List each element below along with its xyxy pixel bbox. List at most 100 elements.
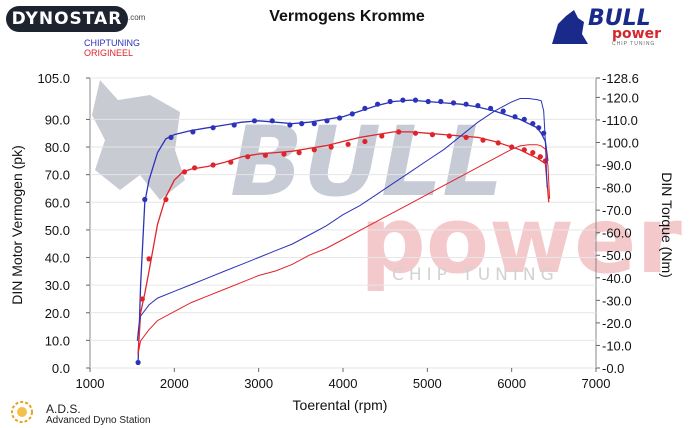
- point-chiptuning-power: [311, 121, 317, 127]
- point-origineel-power: [262, 152, 268, 158]
- y-tick-label: 30.0: [45, 278, 70, 293]
- series-layer: [135, 97, 551, 366]
- point-chiptuning-power: [530, 121, 536, 127]
- point-chiptuning-power: [488, 105, 494, 111]
- point-chiptuning-power: [190, 129, 196, 135]
- y-axis-right: -0.0 -10.0 -20.0 -30.0 -40.0 -50.0 -60.0 -70.0 -…: [596, 71, 639, 376]
- y-tick-label: 80.0: [45, 140, 70, 155]
- y-axis-left: 0.0 10.0 20.0 30.0 40.0 50.0 60.0 70.0 80.0 90.0 1…: [37, 71, 90, 376]
- legend: CHIPTUNING ORIGINEEL: [84, 38, 140, 58]
- point-origineel-power: [446, 133, 452, 139]
- point-origineel-power: [146, 256, 152, 262]
- watermark-bull: BULL: [230, 106, 503, 218]
- point-origineel-power: [163, 196, 169, 203]
- point-origineel-power: [210, 162, 216, 168]
- point-chiptuning-power: [400, 97, 406, 103]
- y2-tick-label: -110.0: [602, 113, 638, 128]
- watermark-power: power: [360, 187, 682, 294]
- point-origineel-power: [296, 150, 302, 156]
- ads-title: A.D.S.: [46, 402, 81, 416]
- x-tick-label: 4000: [329, 376, 358, 391]
- point-origineel-power: [495, 140, 501, 146]
- point-origineel-power: [328, 144, 334, 150]
- point-chiptuning-power: [349, 111, 355, 117]
- y-tick-label: 50.0: [45, 223, 70, 238]
- y-axis-title: DIN Motor Vermogen (pk): [9, 145, 25, 305]
- legend-origineel: ORIGINEEL: [84, 48, 134, 58]
- point-chiptuning-power: [135, 359, 141, 366]
- y2-tick-label: -80.0: [602, 181, 632, 196]
- y-tick-label: 70.0: [45, 168, 70, 183]
- chart-title: Vermogens Kromme: [269, 8, 425, 25]
- point-origineel-power: [345, 141, 351, 147]
- y-tick-label: 10.0: [45, 333, 70, 348]
- y-tick-label: 0.0: [52, 361, 70, 376]
- y-tick-label: 105.0: [37, 71, 70, 86]
- point-origineel-power: [245, 154, 251, 160]
- point-chiptuning-power: [142, 196, 148, 203]
- y2-tick-label: -50.0: [602, 248, 632, 263]
- y-tick-label: 60.0: [45, 195, 70, 210]
- point-chiptuning-power: [168, 134, 174, 140]
- point-origineel-power: [521, 147, 527, 153]
- point-chiptuning-power: [412, 97, 419, 103]
- point-chiptuning-power: [500, 108, 506, 114]
- watermark-bull-icon: [92, 80, 185, 200]
- y2-tick-label: -60.0: [602, 226, 632, 241]
- x-tick-label: 7000: [582, 376, 611, 391]
- x-tick-label: 5000: [413, 376, 442, 391]
- point-origineel-power: [228, 159, 234, 165]
- y2-axis-title: DIN Torque (Nm): [659, 172, 675, 278]
- watermark-chip: CHIP TUNING: [392, 265, 559, 285]
- x-tick-label: 6000: [497, 376, 526, 391]
- y-tick-label: 90.0: [45, 112, 70, 127]
- point-origineel-power: [181, 169, 188, 175]
- point-origineel-power: [537, 154, 543, 160]
- y2-tick-label: -30.0: [602, 293, 632, 308]
- point-origineel-power: [530, 150, 536, 156]
- point-origineel-power: [139, 296, 145, 302]
- x-tick-label: 3000: [244, 376, 273, 391]
- y2-tick-label: -70.0: [602, 203, 632, 218]
- series-line-origineel-torque: [138, 144, 551, 351]
- ads-subtitle: Advanced Dyno Station: [46, 415, 151, 426]
- y2-tick-label: -0.0: [602, 361, 624, 376]
- y2-tick-label: -128.6: [602, 71, 639, 86]
- point-chiptuning-power: [463, 101, 469, 107]
- point-origineel-power: [379, 133, 385, 139]
- point-chiptuning-power: [512, 114, 518, 120]
- point-chiptuning-power: [362, 105, 368, 111]
- bullpower-logo-chip: CHIP TUNING: [612, 41, 656, 47]
- y-tick-label: 40.0: [45, 251, 70, 266]
- point-origineel-power: [192, 165, 198, 171]
- series-line-origineel-power: [137, 131, 550, 355]
- legend-chiptuning: CHIPTUNING: [84, 38, 140, 48]
- point-chiptuning-power: [231, 122, 237, 128]
- point-chiptuning-power: [475, 103, 481, 109]
- point-chiptuning-power: [269, 118, 275, 124]
- point-chiptuning-power: [387, 98, 393, 105]
- x-axis: 1000 2000 3000 4000 5000 6000 7000: [76, 368, 611, 391]
- y2-tick-label: -100.0: [602, 135, 639, 150]
- y2-tick-label: -90.0: [602, 158, 632, 173]
- series-line-chiptuning-torque: [136, 98, 548, 341]
- point-chiptuning-power: [541, 130, 547, 136]
- point-chiptuning-power: [375, 101, 381, 107]
- y2-tick-label: -40.0: [602, 271, 632, 286]
- dynostar-logo: DYNOSTAR: [6, 6, 128, 32]
- point-chiptuning-power: [425, 98, 431, 105]
- point-origineel-power: [281, 151, 287, 157]
- point-origineel-power: [362, 138, 368, 145]
- bullpower-logo-bull: BULL: [588, 6, 651, 31]
- x-tick-label: 2000: [160, 376, 189, 391]
- point-origineel-power: [480, 137, 486, 143]
- bull-head-icon: [552, 10, 588, 44]
- point-chiptuning-power: [536, 125, 542, 131]
- point-chiptuning-power: [324, 118, 330, 124]
- x-axis-title: Toerental (rpm): [293, 397, 388, 413]
- point-chiptuning-power: [299, 121, 305, 127]
- point-origineel-power: [412, 130, 419, 136]
- x-tick-label: 1000: [76, 376, 105, 391]
- point-chiptuning-power: [438, 98, 444, 105]
